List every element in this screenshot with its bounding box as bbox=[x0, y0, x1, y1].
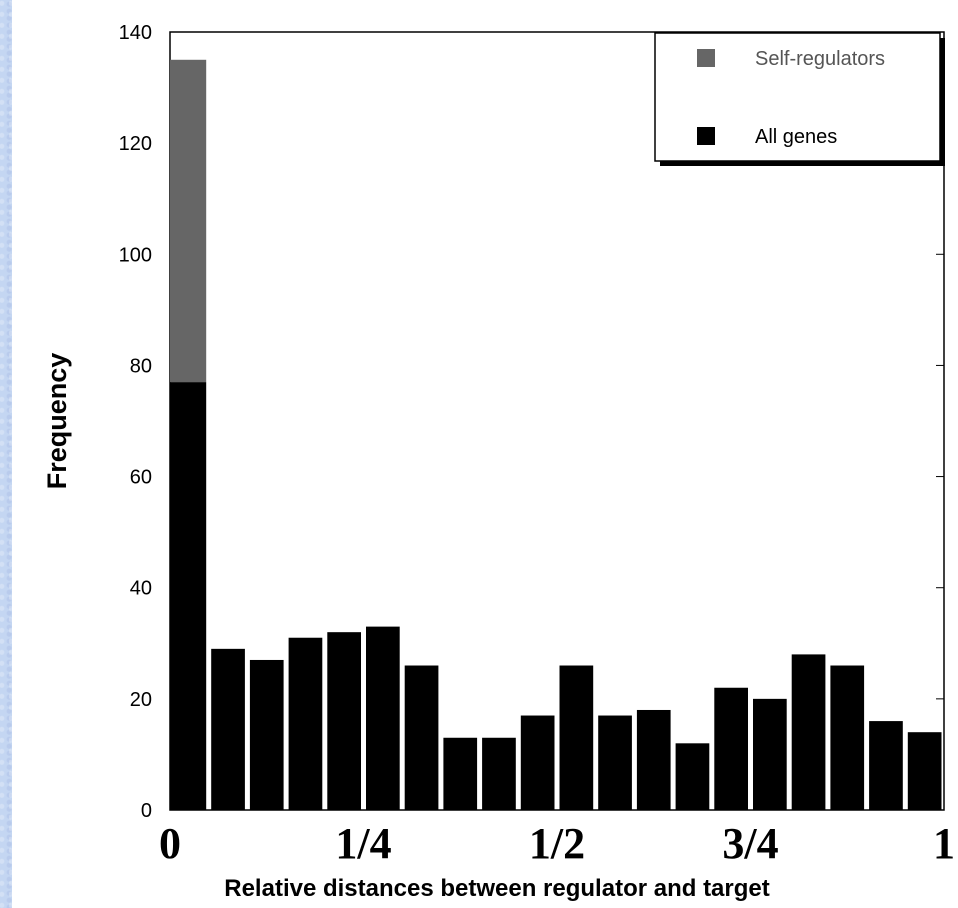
bar-all-genes bbox=[791, 654, 826, 810]
bar-all-genes bbox=[211, 648, 245, 810]
y-tick-label: 120 bbox=[119, 133, 152, 155]
x-tick-label: 1/2 bbox=[529, 819, 585, 868]
bar-all-genes bbox=[249, 659, 284, 810]
bar-all-genes bbox=[288, 637, 323, 810]
x-axis-label: Relative distances between regulator and… bbox=[224, 875, 770, 902]
bar-all-genes bbox=[753, 698, 787, 810]
bar-all-genes bbox=[520, 715, 555, 810]
y-tick-label: 60 bbox=[130, 467, 152, 489]
legend: Self-regulators All genes bbox=[654, 32, 945, 166]
legend-swatch-self-regulators bbox=[697, 49, 715, 67]
bar-all-genes bbox=[559, 665, 594, 810]
y-tick-label: 40 bbox=[130, 578, 152, 600]
legend-swatch-all-genes bbox=[697, 127, 715, 145]
y-tick-label: 140 bbox=[119, 22, 152, 44]
bar-all-genes bbox=[482, 737, 516, 810]
legend-label-self-regulators: Self-regulators bbox=[755, 48, 885, 70]
x-tick-label: 0 bbox=[159, 819, 181, 868]
y-axis: 0 20 40 60 80 100 120 140 bbox=[119, 22, 944, 822]
bar-all-genes bbox=[636, 709, 671, 810]
bar-all-genes bbox=[598, 715, 632, 810]
bar-all-genes bbox=[675, 743, 710, 810]
x-tick-label: 3/4 bbox=[722, 819, 778, 868]
y-tick-label: 100 bbox=[119, 244, 152, 266]
y-tick-label: 80 bbox=[130, 355, 152, 377]
bar-all-genes bbox=[830, 665, 865, 810]
bar-all-genes bbox=[327, 632, 361, 810]
bar-all-genes bbox=[443, 737, 478, 810]
bar-all-genes bbox=[714, 687, 748, 810]
y-tick-label: 0 bbox=[141, 800, 152, 822]
y-tick-label: 20 bbox=[130, 689, 152, 711]
bar-self-regulators bbox=[170, 59, 207, 383]
legend-label-all-genes: All genes bbox=[755, 126, 837, 148]
x-tick-label: 1/4 bbox=[335, 819, 391, 868]
bar-all-genes bbox=[869, 721, 903, 810]
x-axis: 0 1/4 1/2 3/4 1 bbox=[159, 819, 955, 868]
bars bbox=[170, 59, 942, 810]
bar-all-genes bbox=[170, 382, 207, 810]
bar-all-genes bbox=[366, 626, 400, 810]
bar-all-genes bbox=[907, 732, 942, 810]
y-axis-label: Frequency bbox=[42, 353, 72, 490]
x-tick-label: 1 bbox=[933, 819, 955, 868]
bar-all-genes bbox=[404, 665, 439, 810]
